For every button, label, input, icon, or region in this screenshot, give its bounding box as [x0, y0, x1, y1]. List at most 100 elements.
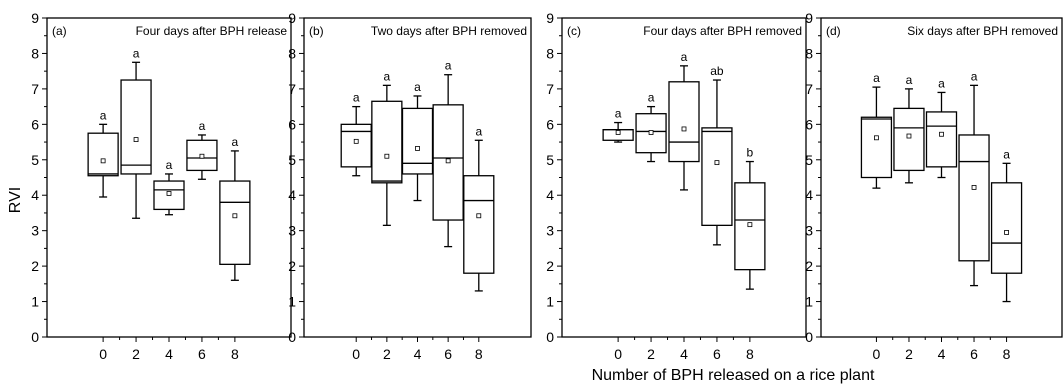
mean-marker — [353, 138, 359, 144]
significance-label: a — [615, 107, 622, 121]
box-plot: a — [186, 119, 218, 180]
box-plot: a — [893, 73, 925, 184]
x-tick-label: 0 — [614, 346, 622, 362]
y-tick-label: 9 — [546, 10, 554, 26]
significance-label: a — [232, 135, 239, 149]
panel-title: Four days after BPH removed — [643, 24, 802, 38]
box-plot: ab — [701, 64, 733, 246]
box-plot: a — [463, 124, 495, 292]
significance-label: a — [681, 50, 688, 64]
y-tick-label: 7 — [805, 81, 813, 97]
x-tick-label: 0 — [873, 346, 881, 362]
mean-marker — [133, 137, 139, 142]
panel-label: (b) — [309, 24, 324, 38]
significance-label: a — [906, 73, 913, 87]
y-tick-label: 9 — [288, 10, 296, 26]
box-iqr — [340, 123, 372, 168]
significance-label: a — [100, 108, 107, 122]
x-tick-label: 2 — [905, 346, 913, 362]
box-plot: a — [990, 147, 1023, 303]
box-plot: a — [120, 46, 152, 219]
box-plot: a — [925, 76, 958, 179]
y-tick-label: 8 — [288, 45, 296, 61]
box-plot: b — [734, 146, 766, 290]
y-tick-label: 4 — [31, 187, 39, 203]
box-iqr — [668, 81, 700, 163]
box-plot: a — [340, 91, 372, 177]
mean-marker — [100, 158, 106, 164]
y-tick-label: 3 — [31, 223, 39, 239]
box-plot: a — [371, 69, 403, 227]
panel-label: (a) — [52, 24, 67, 38]
y-tick-label: 0 — [546, 329, 554, 345]
x-tick-label: 0 — [352, 346, 360, 362]
y-tick-label: 6 — [288, 116, 296, 132]
mean-marker — [747, 222, 753, 228]
box-plot: a — [860, 71, 893, 189]
box-iqr — [990, 182, 1023, 274]
panel-title: Six days after BPH removed — [907, 24, 1058, 38]
y-tick-label: 0 — [31, 329, 39, 345]
mean-marker — [415, 146, 420, 151]
mean-marker — [874, 135, 879, 141]
box-plot: a — [219, 135, 251, 281]
y-tick-label: 2 — [31, 258, 39, 274]
box-plot: a — [602, 107, 634, 143]
box-iqr — [925, 111, 958, 168]
significance-label: a — [971, 69, 978, 83]
x-tick-label: 6 — [713, 346, 721, 362]
panel-label: (d) — [826, 24, 841, 38]
box-iqr — [120, 79, 152, 175]
significance-label: a — [873, 71, 880, 85]
y-tick-label: 8 — [546, 45, 554, 61]
box-plot: a — [958, 69, 990, 287]
x-tick-label: 2 — [132, 346, 140, 362]
y-tick-label: 5 — [546, 152, 554, 168]
y-tick-label: 0 — [805, 329, 813, 345]
significance-label: a — [938, 76, 945, 90]
significance-label: a — [133, 46, 140, 60]
y-tick-label: 6 — [546, 116, 554, 132]
box-plot: a — [401, 80, 434, 202]
mean-marker — [681, 126, 687, 132]
significance-label: a — [384, 69, 391, 83]
y-tick-label: 2 — [546, 258, 554, 274]
significance-label: ab — [710, 64, 724, 78]
y-tick-label: 1 — [288, 294, 296, 310]
box-iqr — [893, 107, 925, 172]
panels: 0 1 2 3 4 5 6 7 8 9 0 2 4 6 8 (a) Four days after BPH re… — [31, 10, 1063, 362]
y-tick-label: 8 — [805, 45, 813, 61]
significance-label: a — [166, 158, 173, 172]
significance-label: a — [199, 119, 206, 133]
box-iqr — [958, 134, 990, 262]
mean-marker — [648, 130, 654, 135]
mean-marker — [232, 213, 238, 219]
x-tick-label: 4 — [938, 346, 946, 362]
x-tick-label: 4 — [165, 346, 173, 362]
chart-panel: 0 1 2 3 4 5 6 7 8 9 0 2 4 6 8 (a) Four days after BPH re… — [31, 10, 292, 362]
mean-marker — [615, 130, 621, 135]
mean-marker — [199, 153, 205, 159]
y-tick-label: 4 — [805, 187, 813, 203]
mean-marker — [939, 131, 944, 137]
y-tick-label: 3 — [805, 223, 813, 239]
x-tick-label: 6 — [970, 346, 978, 362]
y-tick-label: 2 — [288, 258, 296, 274]
panel-label: (c) — [567, 24, 581, 38]
chart-panel: 0 1 2 3 4 5 6 7 8 9 0 2 4 6 8 (c) Four days after BPH re… — [546, 10, 807, 362]
x-tick-label: 6 — [198, 346, 206, 362]
x-tick-label: 2 — [383, 346, 391, 362]
box-plot: a — [432, 59, 464, 248]
y-tick-label: 2 — [805, 258, 813, 274]
y-tick-label: 6 — [31, 116, 39, 132]
significance-label: a — [353, 91, 360, 105]
mean-marker — [445, 158, 451, 164]
y-tick-label: 5 — [805, 152, 813, 168]
significance-label: a — [445, 59, 452, 73]
panel-title: Two days after BPH removed — [371, 24, 527, 38]
y-tick-label: 7 — [31, 81, 39, 97]
y-tick-label: 5 — [31, 152, 39, 168]
mean-marker — [476, 213, 482, 219]
y-tick-label: 3 — [546, 223, 554, 239]
